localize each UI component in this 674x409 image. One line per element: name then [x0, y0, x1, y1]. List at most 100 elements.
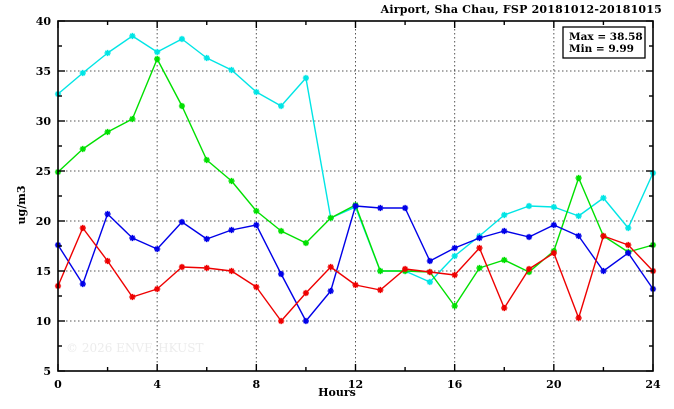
series-cyan-marker — [129, 32, 136, 40]
series-blue-marker — [178, 218, 186, 226]
series-green-marker — [178, 102, 186, 110]
watermark: © 2026 ENVF, HKUST — [66, 341, 204, 355]
series-red-marker — [129, 293, 136, 301]
series-green-marker — [203, 156, 210, 164]
series-red-marker — [377, 286, 384, 294]
series-blue-marker — [550, 221, 557, 229]
series-blue-marker — [426, 257, 433, 265]
series-red-marker — [501, 304, 508, 312]
series-green-marker — [302, 239, 310, 247]
series-red-marker — [625, 241, 632, 249]
legend-max-label: Max = 38.58 — [569, 31, 643, 43]
series-blue-marker — [476, 234, 483, 242]
series-red-marker — [550, 249, 557, 257]
series-red-marker — [426, 268, 433, 276]
series-blue-marker — [154, 245, 161, 253]
series-red-marker — [401, 265, 409, 273]
series-cyan-marker — [426, 278, 433, 286]
series-blue-marker — [575, 232, 582, 240]
series-green-marker — [451, 302, 458, 310]
y-tick-label: 10 — [36, 315, 52, 328]
series-cyan-marker — [178, 35, 186, 43]
y-tick-label: 30 — [36, 115, 52, 128]
series-red-marker — [525, 265, 533, 273]
series-cyan-marker — [154, 48, 161, 56]
series-red-marker — [575, 314, 582, 322]
series-blue-marker — [278, 270, 285, 278]
series-red-marker — [278, 317, 285, 325]
series-green-marker — [228, 177, 235, 185]
series-blue — [54, 202, 657, 325]
series-red-marker — [178, 263, 186, 271]
series-blue-marker — [451, 244, 458, 252]
series-green-marker — [104, 128, 111, 136]
series-blue-marker — [625, 249, 632, 257]
y-tick-label: 15 — [36, 265, 51, 278]
series-blue-marker — [327, 287, 334, 295]
series-cyan-marker — [501, 211, 508, 219]
series-green-marker — [278, 227, 285, 235]
legend-min-label: Min = 9.99 — [569, 43, 634, 55]
y-tick-label: 5 — [43, 365, 51, 378]
series-cyan-marker — [203, 54, 210, 62]
series-cyan-marker — [253, 88, 260, 96]
series-red-marker — [253, 283, 260, 291]
series-red-marker — [203, 264, 210, 272]
series-cyan-marker — [625, 224, 632, 232]
x-tick-label: 20 — [546, 378, 562, 391]
series-blue-marker — [377, 204, 384, 212]
x-tick-label: 16 — [447, 378, 463, 391]
series-red-marker — [154, 285, 161, 293]
series-blue-marker — [302, 317, 310, 325]
x-axis-label: Hours — [318, 386, 356, 399]
series-blue-marker — [129, 234, 136, 242]
series-cyan-marker — [104, 49, 111, 57]
series-green-marker — [377, 267, 384, 275]
series-red-marker — [104, 257, 111, 265]
series-red-marker — [451, 271, 458, 279]
series-blue-marker — [203, 235, 210, 243]
x-tick-label: 12 — [348, 378, 363, 391]
x-tick-label: 8 — [253, 378, 261, 391]
series-green-marker — [575, 174, 582, 182]
series-red-marker — [327, 263, 334, 271]
series-cyan-marker — [550, 203, 557, 211]
y-tick-label: 40 — [36, 15, 52, 28]
x-tick-label: 4 — [153, 378, 161, 391]
y-tick-label: 35 — [36, 65, 51, 78]
series-cyan-marker — [228, 66, 235, 74]
series-blue-marker — [401, 204, 409, 212]
series-cyan-marker — [302, 74, 310, 82]
y-tick-label: 20 — [36, 215, 52, 228]
series-cyan-marker — [525, 202, 533, 210]
x-tick-label: 24 — [645, 378, 661, 391]
series-blue-marker — [600, 267, 607, 275]
series-cyan-marker — [79, 69, 86, 77]
legend-box — [562, 26, 646, 59]
series-green-marker — [154, 55, 161, 63]
series-red-marker — [302, 289, 310, 297]
series-blue-marker — [228, 226, 235, 234]
series-green-marker — [79, 145, 86, 153]
series-red-marker — [600, 232, 607, 240]
series-green-marker — [327, 214, 334, 222]
series-green-marker — [129, 115, 136, 123]
series-blue-marker — [104, 210, 111, 218]
x-tick-label: 0 — [54, 378, 62, 391]
series-red-marker — [352, 281, 359, 289]
series-red-marker — [79, 224, 86, 232]
series-cyan-marker — [451, 252, 458, 260]
series-red-marker — [228, 267, 235, 275]
series-cyan-marker — [600, 194, 607, 202]
series-red-marker — [476, 244, 483, 252]
series-green-marker — [476, 264, 483, 272]
series-cyan-marker — [575, 212, 582, 220]
chart-title: Airport, Sha Chau, FSP 20181012-20181015 — [380, 3, 662, 16]
y-tick-label: 25 — [36, 165, 51, 178]
series-green-marker — [253, 207, 260, 215]
series-green-marker — [501, 256, 508, 264]
series-blue-marker — [352, 202, 359, 210]
series-blue-marker — [501, 227, 508, 235]
